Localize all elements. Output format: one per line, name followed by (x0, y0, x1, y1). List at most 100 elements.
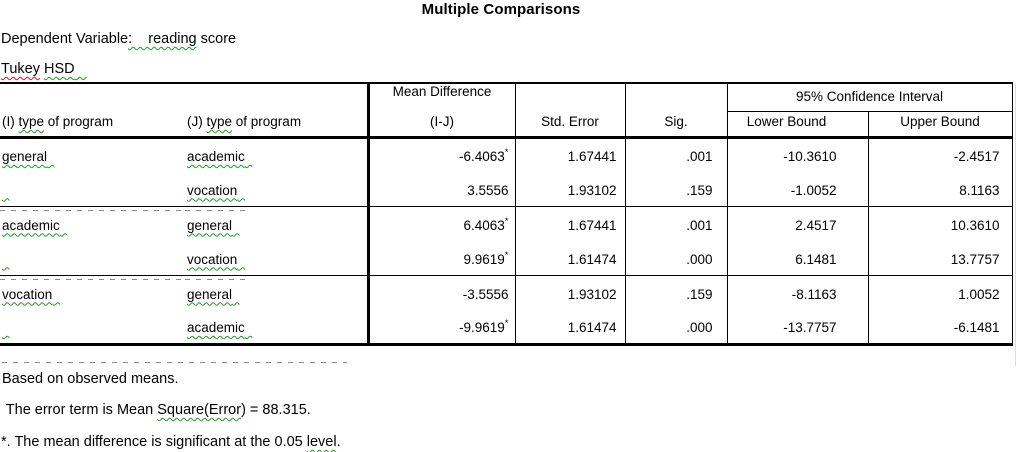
mean-difference-value: -6.4063 (459, 149, 505, 164)
table-row: general academic -6.4063* 1.67441 .001 -… (0, 137, 1013, 173)
footnote-error-term-suffix: ) = 88.315. (241, 402, 311, 418)
j-program-label: academic (187, 320, 245, 335)
j-program-label: general (187, 286, 233, 302)
header-std-error: Std. Error (514, 82, 625, 139)
header-j-program: (J) type of program (185, 82, 368, 139)
header-i-prefix: (I) (2, 114, 19, 129)
dependent-variable-label: Dependent Variable (1, 31, 129, 47)
mean-difference-value: -3.5556 (462, 286, 509, 302)
cell-lower-bound: -10.3610 (726, 137, 868, 172)
cell-j-program: academic (185, 310, 368, 346)
header-upper-bound: Upper Bound (867, 111, 1013, 140)
method-word-tukey: Tukey (1, 61, 40, 77)
cell-j-program: general (185, 275, 368, 310)
footnote-significance-suffix: . (336, 434, 341, 450)
cell-mean-difference: -3.5556 (366, 275, 515, 310)
dependent-variable-line: Dependent Variable: reading score (1, 31, 236, 47)
j-program-label: general (187, 217, 233, 233)
cell-i-program: general (0, 138, 185, 173)
header-j-wavy: type (206, 114, 233, 129)
table-row: vocation 9.9619* 1.61474 .000 6.1481 13.… (0, 241, 1013, 276)
cell-std-error: 1.93102 (514, 172, 625, 207)
table-header: (I) type of program (J) type of program … (0, 81, 1013, 140)
table-row: academic -9.9619* 1.61474 .000 -13.7757 … (0, 310, 1013, 346)
j-program-label: academic (187, 149, 245, 164)
cell-upper-bound: 1.0052 (867, 275, 1013, 310)
page-right-edge-line (1015, 84, 1016, 366)
header-mean-difference-line1: Mean Difference (392, 84, 492, 99)
i-program-label: vocation (2, 286, 53, 302)
i-program-label: general (2, 149, 48, 164)
cell-std-error: 1.61474 (514, 310, 625, 346)
cell-std-error: 1.67441 (514, 206, 625, 241)
footnote-error-term: The error term is Mean Square(Error) = 8… (2, 402, 311, 418)
cell-j-program: vocation (185, 241, 368, 276)
cell-mean-difference: -9.9619* (366, 310, 515, 346)
cell-lower-bound: -8.1163 (726, 275, 868, 310)
i-program-label (2, 183, 10, 198)
header-mean-difference-line2: (I-J) (430, 114, 454, 129)
header-i-suffix: of program (44, 114, 114, 129)
mean-difference-value: 6.4063 (463, 217, 505, 233)
cell-upper-bound: 8.1163 (867, 172, 1013, 207)
i-program-label (2, 252, 10, 267)
cell-i-program (0, 172, 185, 207)
cell-sig: .001 (624, 137, 727, 172)
significance-star: * (504, 318, 509, 329)
cell-mean-difference: 9.9619* (366, 241, 515, 276)
cell-i-program: vocation (0, 275, 185, 310)
cell-i-program (0, 241, 185, 276)
cell-j-program: general (185, 206, 368, 241)
cell-sig: .000 (624, 241, 727, 276)
header-sig: Sig. (624, 82, 727, 139)
i-program-label: academic (2, 217, 60, 233)
i-program-label (2, 320, 10, 335)
cell-mean-difference: 3.5556 (366, 172, 515, 207)
header-i-program: (I) type of program (0, 82, 185, 139)
cell-sig: .159 (624, 275, 727, 310)
significance-star: * (504, 249, 509, 261)
header-lower-bound: Lower Bound (726, 111, 868, 140)
cell-upper-bound: -6.1481 (867, 310, 1013, 346)
footnote-significance: *. The mean difference is significant at… (1, 434, 341, 450)
cell-sig: .000 (624, 310, 727, 346)
cell-j-program: academic (185, 138, 368, 173)
mean-difference-value: 3.5556 (467, 182, 509, 198)
significance-star: * (504, 215, 509, 227)
cell-mean-difference: -6.4063* (366, 137, 515, 172)
cell-i-program: academic (0, 206, 185, 241)
footnote-error-term-prefix: The error term is Mean (2, 402, 158, 418)
footnote-significance-prefix: *. The mean difference is significant at… (1, 434, 307, 450)
j-program-label: vocation (187, 251, 238, 267)
table-body: general academic -6.4063* 1.67441 .001 -… (0, 137, 1013, 346)
cell-upper-bound: 13.7757 (867, 241, 1013, 276)
header-j-prefix: (J) (187, 114, 207, 129)
table-gridline-artifact (2, 362, 347, 363)
cell-lower-bound: 2.4517 (726, 206, 868, 241)
cell-sig: .001 (624, 206, 727, 241)
cell-std-error: 1.67441 (514, 137, 625, 172)
cell-i-program (0, 310, 185, 346)
mean-difference-value: -9.9619 (459, 320, 505, 335)
j-program-label: vocation (187, 182, 238, 198)
mean-difference-value: 9.9619 (463, 251, 505, 267)
header-mean-difference: Mean Difference (I-J) (366, 82, 515, 139)
header-confidence-interval: 95% Confidence Interval (726, 81, 1013, 112)
cell-lower-bound: 6.1481 (726, 241, 868, 276)
cell-upper-bound: 10.3610 (867, 206, 1013, 241)
footnote-observed-means: Based on observed means. (2, 371, 179, 387)
cell-upper-bound: -2.4517 (867, 137, 1013, 172)
table-title: Multiple Comparisons (421, 1, 581, 18)
table-row: academic general 6.4063* 1.67441 .001 2.… (0, 206, 1013, 241)
table-row: vocation general -3.5556 1.93102 .159 -8… (0, 275, 1013, 310)
significance-star: * (504, 147, 509, 158)
cell-std-error: 1.61474 (514, 241, 625, 276)
header-j-suffix: of program (232, 114, 302, 129)
cell-std-error: 1.93102 (514, 275, 625, 310)
footnote-error-term-wavy: Square(Error (157, 402, 242, 418)
method-word-hsd: HSD (43, 61, 75, 77)
multiple-comparisons-table: (I) type of program (J) type of program … (0, 81, 1013, 346)
cell-j-program: vocation (185, 172, 368, 207)
cell-sig: .159 (624, 172, 727, 207)
